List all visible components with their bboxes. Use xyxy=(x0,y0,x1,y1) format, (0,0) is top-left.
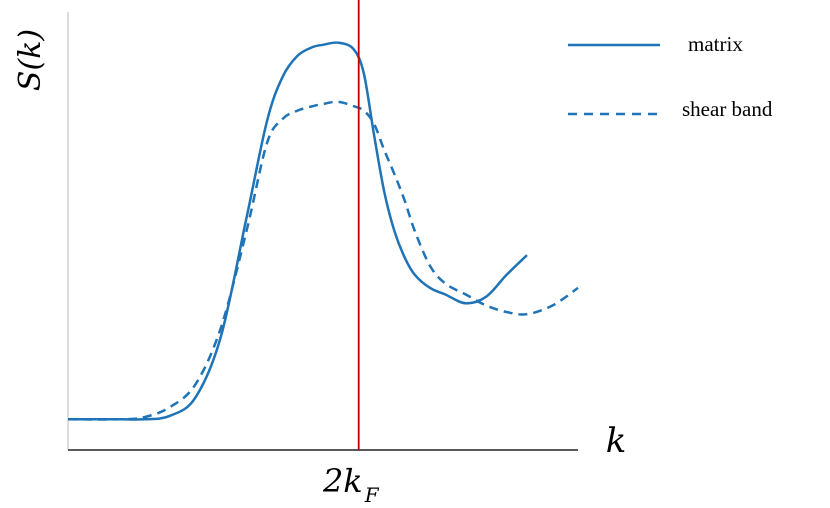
reference-label-subscript: F xyxy=(364,483,380,507)
x-axis-label: k xyxy=(606,421,627,461)
legend: matrix shear band xyxy=(568,32,773,121)
series-line-shear-band xyxy=(67,100,579,421)
series-line-matrix xyxy=(68,41,528,421)
reference-line-label: 2k xyxy=(322,462,363,500)
legend-label-shear-band: shear band xyxy=(682,97,773,121)
y-axis-label: S(k) xyxy=(13,29,48,91)
reference-label-main: 2k xyxy=(322,462,363,500)
legend-label-matrix: matrix xyxy=(688,32,743,56)
series-layer xyxy=(67,41,579,421)
